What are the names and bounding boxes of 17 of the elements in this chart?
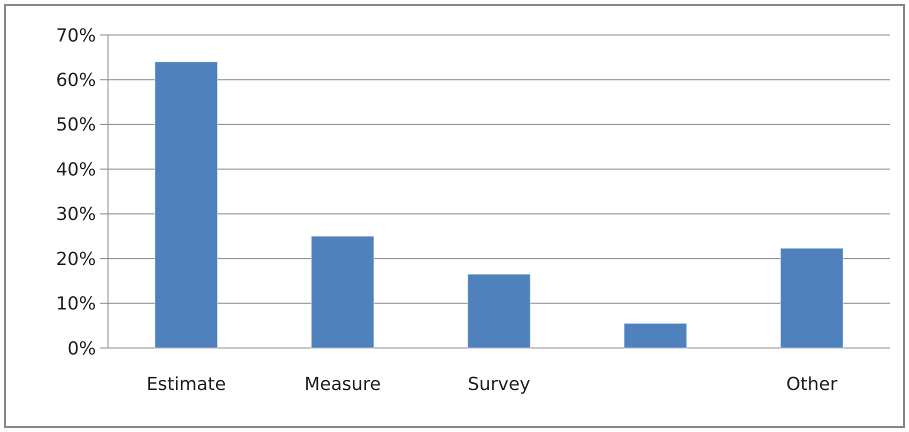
y-tick-label: 40%	[56, 159, 96, 180]
bar	[467, 274, 531, 348]
x-tick-label: Measure	[304, 374, 381, 395]
bar	[154, 61, 218, 348]
y-tick-label: 10%	[56, 294, 96, 315]
x-tick-label: Survey	[468, 374, 531, 395]
bar	[624, 322, 688, 348]
y-tick-label: 30%	[56, 204, 96, 226]
y-tick-label: 50%	[56, 114, 96, 136]
x-tick-label: Estimate	[146, 374, 226, 395]
y-tick-label: 70%	[56, 25, 96, 46]
y-tick-label: 20%	[56, 248, 96, 270]
bar	[780, 248, 844, 348]
bar	[310, 236, 374, 348]
y-tick-label: 60%	[56, 70, 96, 92]
x-tick-label: Other	[786, 374, 838, 395]
y-tick-label: 0%	[67, 338, 96, 360]
